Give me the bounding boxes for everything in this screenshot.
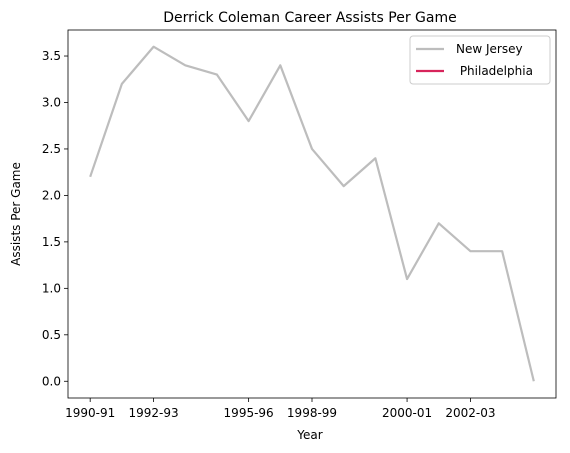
- x-tick-label: 1995-96: [224, 406, 274, 420]
- y-tick-label: 0.5: [42, 328, 61, 342]
- y-tick-label: 2.0: [42, 188, 61, 202]
- x-axis-label: Year: [296, 428, 322, 442]
- y-tick-label: 0.0: [42, 374, 61, 388]
- x-tick-label: 2000-01: [382, 406, 432, 420]
- plot-area-frame: [67, 29, 557, 399]
- y-axis-label: Assists Per Game: [9, 162, 23, 266]
- x-tick-label: 1992-93: [128, 406, 178, 420]
- y-axis: 0.0 0.5 1.0 1.5 2.0 2.5 3.0 3.5: [42, 49, 68, 388]
- x-axis: 1990-91 1992-93 1995-96 1998-99 2000-01 2002-…: [65, 398, 496, 420]
- y-tick-label: 3.5: [42, 49, 61, 63]
- legend-label-new-jersey: New Jersey: [456, 42, 523, 56]
- chart-title: Derrick Coleman Career Assists Per Game: [163, 10, 456, 26]
- y-tick-label: 1.5: [42, 235, 61, 249]
- x-tick-label: 1990-91: [65, 406, 115, 420]
- y-tick-label: 1.0: [42, 281, 61, 295]
- series-line-0: [89, 45, 535, 382]
- series-lines: [89, 45, 535, 382]
- legend-box: [409, 35, 551, 85]
- x-tick-label: 2002-03: [445, 406, 495, 420]
- y-tick-label: 3.0: [42, 95, 61, 109]
- y-tick-label: 2.5: [42, 142, 61, 156]
- legend-label-philadelphia: Philadelphia: [456, 64, 533, 78]
- legend: New Jersey Philadelphia: [409, 35, 551, 85]
- x-tick-label: 1998-99: [287, 406, 337, 420]
